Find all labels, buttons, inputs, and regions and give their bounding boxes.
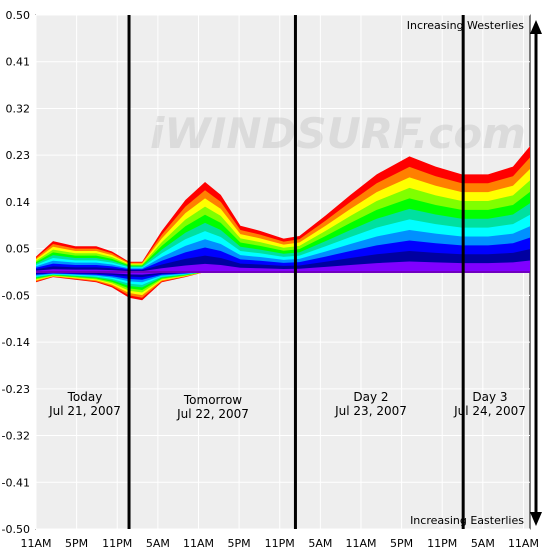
x-tick-label: 11AM — [345, 537, 376, 550]
x-tick-label: 11AM — [20, 537, 51, 550]
wind-bands — [36, 146, 530, 301]
y-tick-label: 0.05 — [6, 243, 31, 256]
direction-arrow — [530, 20, 542, 526]
day-name: Day 2 — [353, 390, 388, 404]
x-tick-label: 11AM — [183, 537, 214, 550]
day-name: Tomorrow — [183, 393, 242, 407]
x-tick-label: 5AM — [308, 537, 332, 550]
y-tick-label: -0.23 — [2, 383, 30, 396]
day-date: Jul 22, 2007 — [176, 407, 249, 421]
day-name: Day 3 — [472, 390, 507, 404]
x-tick-label: 11AM — [508, 537, 539, 550]
x-tick-label: 5PM — [390, 537, 413, 550]
annotation-easterlies: Increasing Easterlies — [410, 514, 524, 527]
y-tick-label: -0.05 — [2, 289, 30, 302]
day-date: Jul 23, 2007 — [334, 404, 407, 418]
y-tick-labels: 0.50 0.41 0.32 0.23 0.14 0.05 -0.05 -0.14 -0.23 -… — [2, 9, 30, 536]
day-name: Today — [67, 390, 103, 404]
x-tick-label: 11PM — [265, 537, 295, 550]
x-tick-label: 5AM — [146, 537, 170, 550]
y-tick-label: 0.50 — [6, 9, 31, 22]
watermark-text: iWINDSURF.com — [150, 109, 526, 158]
annotation-westerlies: Increasing Westerlies — [407, 19, 525, 32]
x-tick-labels: 11AM 5PM 11PM 5AM 11AM 5PM 11PM 5AM 11AM 5PM 11PM 5… — [20, 537, 538, 550]
y-tick-label: 0.32 — [6, 102, 31, 115]
watermark: iWINDSURF.com — [150, 109, 526, 158]
day-date: Jul 24, 2007 — [453, 404, 526, 418]
day-date: Jul 21, 2007 — [48, 404, 121, 418]
y-tick-label: 0.23 — [6, 149, 31, 162]
y-tick-label: 0.14 — [6, 196, 31, 209]
y-tick-label: -0.41 — [2, 476, 30, 489]
y-tick-label: -0.50 — [2, 523, 30, 536]
x-tick-label: 5PM — [228, 537, 251, 550]
y-tick-label: -0.32 — [2, 430, 30, 443]
x-tick-label: 5PM — [65, 537, 88, 550]
x-tick-label: 5AM — [471, 537, 495, 550]
day-separators — [127, 15, 465, 529]
y-tick-label: -0.14 — [2, 336, 30, 349]
y-tick-label: 0.41 — [6, 56, 31, 69]
x-tick-label: 11PM — [427, 537, 457, 550]
arrow-up-icon — [530, 20, 542, 34]
x-tick-label: 11PM — [102, 537, 132, 550]
arrow-down-icon — [530, 512, 542, 526]
